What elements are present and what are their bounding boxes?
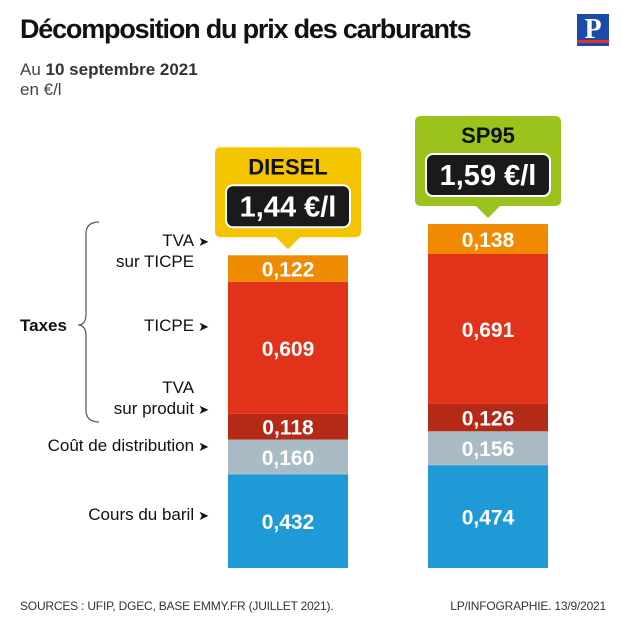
bar-segment-sp95-1 [428,431,548,466]
data-label-sp95-3: 0,691 [462,319,515,342]
data-label-diesel-3: 0,609 [262,338,315,361]
row-label-ticpe: TICPE ➤ [144,316,209,335]
row-label-distribution: Coût de distribution ➤ [47,436,209,455]
le-parisien-logo: P [577,14,609,46]
bar-segment-sp95-0 [428,465,548,568]
price-box-diesel [225,184,351,229]
bar-segment-diesel-3 [228,281,348,414]
data-label-diesel-4: 0,122 [262,259,315,282]
chart-subtitle: Au 10 septembre 2021 en €/l [20,60,198,100]
data-label-sp95-0: 0,474 [462,507,515,530]
data-label-diesel-1: 0,160 [262,447,315,470]
bar-segment-sp95-3 [428,254,548,404]
bar-segment-diesel-0 [228,474,348,568]
footer-sources: SOURCES : UFIP, DGEC, BASE EMMY.FR (JUIL… [20,599,334,613]
price-label-sp95: 1,59 €/l [440,160,537,192]
bar-segment-sp95-4 [428,224,548,255]
data-label-diesel-0: 0,432 [262,511,315,534]
bar-segment-diesel-1 [228,439,348,475]
row-label-tva-ticpe: TVA➤ sur TICPE➤ [116,231,209,271]
taxes-label: Taxes [20,316,67,335]
subtitle-unit: en €/l [20,80,62,99]
bar-segment-diesel-4 [228,255,348,282]
badge-name-sp95: SP95 [461,123,515,148]
subtitle-prefix: Au [20,60,41,79]
data-label-sp95-4: 0,138 [462,229,515,252]
row-label-baril: Cours du baril ➤ [88,505,209,524]
bar-segment-sp95-2 [428,403,548,432]
badge-name-diesel: DIESEL [248,154,327,179]
row-label-tva-produit: TVA➤ sur produit➤ [113,378,209,418]
price-box-sp95 [425,153,551,198]
data-label-sp95-2: 0,126 [462,408,515,431]
data-label-diesel-2: 0,118 [262,417,314,440]
taxes-brace [77,221,100,423]
bar-segment-diesel-2 [228,413,348,440]
data-label-sp95-1: 0,156 [462,438,515,461]
price-label-diesel: 1,44 €/l [240,191,337,223]
footer-credit: LP/INFOGRAPHIE. 13/9/2021 [450,599,606,613]
chart-title: Décomposition du prix des carburants [20,14,472,44]
subtitle-date: 10 septembre 2021 [45,60,198,79]
